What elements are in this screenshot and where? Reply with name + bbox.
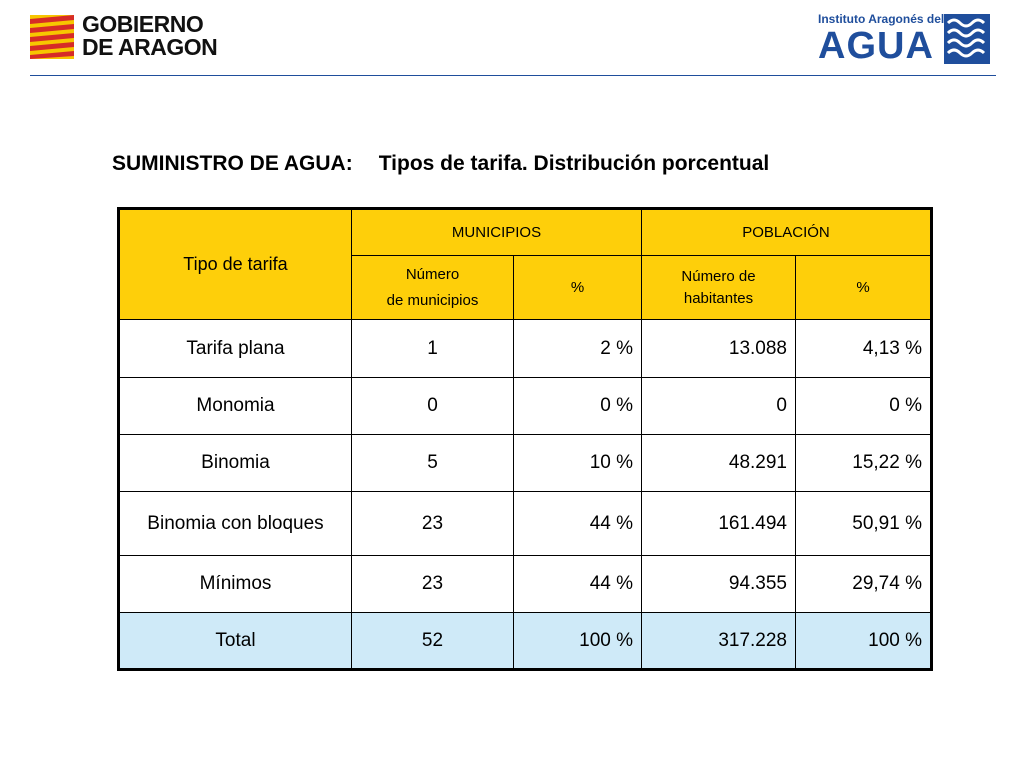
aragon-flag-icon bbox=[30, 15, 74, 59]
agua-wordmark: AGUA bbox=[818, 25, 934, 67]
header-divider bbox=[30, 75, 996, 76]
tarifas-table: Tipo de tarifa MUNICIPIOS POBLACIÓN Núme… bbox=[117, 207, 933, 671]
cell-municipios: 5 bbox=[351, 434, 514, 492]
subheader-pct-poblacion: % bbox=[795, 255, 932, 320]
total-row: Total 52 100 % 317.228 100 % bbox=[118, 612, 932, 670]
cell-tipo: Binomia con bloques bbox=[118, 491, 352, 556]
table-row: Monomia 0 0 % 0 0 % bbox=[118, 377, 932, 435]
cell-municipios: 1 bbox=[351, 319, 514, 378]
table-row: Mínimos 23 44 % 94.355 29,74 % bbox=[118, 555, 932, 613]
subheader-numero-municipios-line1: Número bbox=[405, 265, 460, 283]
cell-pct-municipios: 44 % bbox=[513, 491, 642, 556]
cell-municipios-total: 52 bbox=[351, 612, 514, 670]
cell-municipios: 23 bbox=[351, 555, 514, 613]
cell-habitantes: 94.355 bbox=[641, 555, 796, 613]
cell-habitantes-total: 317.228 bbox=[641, 612, 796, 670]
cell-pct-poblacion: 29,74 % bbox=[795, 555, 932, 613]
gobierno-aragon-logo: GOBIERNO DE ARAGON bbox=[30, 13, 240, 61]
cell-pct-municipios: 44 % bbox=[513, 555, 642, 613]
header-municipios: MUNICIPIOS bbox=[351, 208, 642, 256]
instituto-label: Instituto Aragonés del bbox=[818, 12, 945, 26]
slide-title: SUMINISTRO DE AGUA: Tipos de tarifa. Dist… bbox=[112, 152, 769, 176]
cell-habitantes: 13.088 bbox=[641, 319, 796, 378]
header-poblacion: POBLACIÓN bbox=[641, 208, 932, 256]
cell-pct-municipios-total: 100 % bbox=[513, 612, 642, 670]
cell-pct-poblacion: 4,13 % bbox=[795, 319, 932, 378]
cell-habitantes: 48.291 bbox=[641, 434, 796, 492]
subheader-pct-municipios: % bbox=[513, 255, 642, 320]
cell-tipo: Tarifa plana bbox=[118, 319, 352, 378]
table-row: Tarifa plana 1 2 % 13.088 4,13 % bbox=[118, 319, 932, 378]
water-waves-icon bbox=[944, 14, 990, 64]
cell-habitantes: 0 bbox=[641, 377, 796, 435]
title-part-2: Tipos de tarifa. Distribución porcentual bbox=[378, 152, 770, 175]
subheader-numero-habitantes-line1: Número de bbox=[681, 267, 756, 285]
cell-pct-municipios: 2 % bbox=[513, 319, 642, 378]
cell-tipo: Monomia bbox=[118, 377, 352, 435]
title-part-1: SUMINISTRO DE AGUA: bbox=[112, 152, 353, 175]
cell-tipo: Binomia bbox=[118, 434, 352, 492]
cell-pct-poblacion: 15,22 % bbox=[795, 434, 932, 492]
cell-pct-municipios: 10 % bbox=[513, 434, 642, 492]
de-aragon-line: DE ARAGON bbox=[82, 34, 218, 60]
cell-pct-poblacion-total: 100 % bbox=[795, 612, 932, 670]
subheader-numero-habitantes-line2: habitantes bbox=[683, 289, 754, 307]
cell-pct-municipios: 0 % bbox=[513, 377, 642, 435]
subheader-numero-municipios-line2: de municipios bbox=[386, 291, 479, 309]
header-tipo-tarifa: Tipo de tarifa bbox=[118, 208, 352, 320]
cell-habitantes: 161.494 bbox=[641, 491, 796, 556]
subheader-numero-municipios: Número de municipios bbox=[351, 255, 514, 320]
cell-pct-poblacion: 50,91 % bbox=[795, 491, 932, 556]
cell-municipios: 0 bbox=[351, 377, 514, 435]
cell-pct-poblacion: 0 % bbox=[795, 377, 932, 435]
gobierno-line: GOBIERNO bbox=[82, 11, 204, 37]
cell-tipo: Mínimos bbox=[118, 555, 352, 613]
table-row: Binomia 5 10 % 48.291 15,22 % bbox=[118, 434, 932, 492]
cell-tipo-total: Total bbox=[118, 612, 352, 670]
gobierno-aragon-wordmark: GOBIERNO DE ARAGON bbox=[82, 11, 218, 60]
cell-municipios: 23 bbox=[351, 491, 514, 556]
instituto-agua-logo: Instituto Aragonés del AGUA bbox=[818, 12, 994, 66]
subheader-numero-habitantes: Número de habitantes bbox=[641, 255, 796, 320]
table-row: Binomia con bloques 23 44 % 161.494 50,9… bbox=[118, 491, 932, 556]
